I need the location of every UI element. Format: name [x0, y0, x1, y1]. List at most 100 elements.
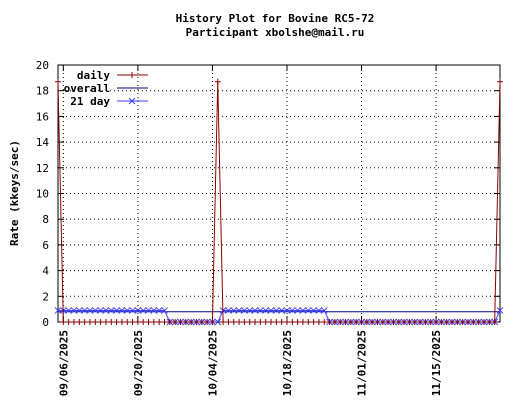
daily-point: [401, 319, 408, 325]
daily-point: [321, 319, 328, 325]
daily-point: [283, 319, 290, 325]
daily-point: [417, 319, 424, 325]
y-tick-label: 14: [36, 136, 50, 149]
y-tick-label: 8: [42, 213, 49, 226]
daily-point: [449, 319, 456, 325]
daily-point: [182, 319, 189, 325]
daily-point: [118, 319, 125, 325]
daily-point: [60, 319, 67, 325]
daily-point: [257, 319, 264, 325]
daily-point: [193, 319, 200, 325]
daily-point: [246, 319, 253, 325]
y-axis-label: Rate (kkeys/sec): [8, 140, 21, 246]
day21-point: [299, 307, 307, 314]
day21-point: [272, 307, 280, 314]
daily-point: [438, 319, 445, 325]
chart-title: History Plot for Bovine RC5-72: [176, 12, 375, 25]
day21-point: [310, 307, 317, 314]
daily-point: [395, 319, 402, 325]
daily-point: [385, 319, 392, 325]
daily-point: [353, 319, 360, 325]
day21-point: [155, 307, 163, 314]
daily-point: [92, 319, 99, 325]
daily-point: [140, 319, 147, 325]
daily-point: [470, 319, 477, 325]
day21-point: [123, 307, 131, 314]
daily-point: [369, 319, 376, 325]
x-tick-label: 10/04/2025: [206, 330, 219, 396]
daily-point: [225, 319, 232, 325]
legend-label: 21 day: [70, 95, 110, 108]
daily-series: [55, 78, 503, 325]
legend-label: overall: [64, 82, 110, 95]
day21-point: [278, 307, 286, 314]
day21-point: [129, 307, 136, 314]
day21-point: [97, 307, 104, 314]
daily-point: [363, 319, 370, 325]
daily-point: [241, 319, 248, 325]
day21-point: [113, 307, 120, 314]
daily-point: [481, 319, 488, 325]
daily-point: [113, 319, 120, 325]
y-tick-label: 16: [36, 110, 49, 123]
daily-point: [70, 319, 77, 325]
daily-point: [166, 319, 173, 325]
day21-point: [81, 307, 88, 314]
day21-point: [496, 307, 504, 314]
daily-point: [374, 319, 381, 325]
daily-point: [326, 319, 333, 325]
y-tick-label: 2: [42, 290, 49, 303]
daily-point: [422, 319, 429, 325]
x-tick-label: 11/15/2025: [430, 330, 443, 396]
daily-point: [486, 319, 493, 325]
day21-point: [161, 307, 168, 314]
daily-point: [129, 72, 135, 78]
chart-subtitle: Participant xbolshe@mail.ru: [186, 26, 365, 39]
daily-point: [331, 319, 338, 325]
daily-point: [129, 319, 136, 325]
daily-point: [161, 319, 168, 325]
daily-point: [459, 319, 466, 325]
day21-point: [262, 307, 270, 314]
day21-point: [134, 307, 142, 314]
day21-point: [246, 307, 254, 314]
daily-point: [252, 319, 259, 325]
daily-point: [310, 319, 317, 325]
daily-point: [209, 319, 216, 325]
daily-point: [278, 319, 285, 325]
day21-point: [118, 307, 126, 314]
daily-point: [65, 319, 72, 325]
daily-point: [262, 319, 269, 325]
day21-point: [235, 307, 243, 314]
day21-point: [304, 307, 312, 314]
daily-point: [443, 319, 450, 325]
y-tick-label: 20: [36, 59, 49, 72]
daily-point: [124, 319, 131, 325]
daily-point: [220, 319, 227, 325]
day21-point: [288, 307, 296, 314]
daily-point: [475, 319, 482, 325]
daily-point: [379, 319, 386, 325]
day21-point: [145, 307, 152, 314]
x-tick-label: 11/01/2025: [356, 330, 369, 396]
daily-point: [177, 319, 184, 325]
daily-point: [454, 319, 461, 325]
grid-lines: [58, 65, 500, 322]
day21-point: [214, 318, 222, 326]
daily-point: [76, 319, 83, 325]
day21-point: [86, 307, 94, 314]
daily-point: [198, 319, 205, 325]
daily-point: [86, 319, 93, 325]
daily-point: [214, 78, 221, 85]
day21-point: [107, 307, 115, 314]
daily-point: [411, 319, 418, 325]
daily-point: [102, 319, 109, 325]
daily-point: [491, 319, 498, 325]
axes: 0 2 4 6 8 10 12 14 16 18 20 09/06/2025 09/20/2025 10/…: [36, 59, 501, 396]
daily-point: [81, 319, 88, 325]
daily-point: [55, 78, 61, 85]
day21-point: [54, 307, 62, 314]
daily-point: [465, 319, 472, 325]
